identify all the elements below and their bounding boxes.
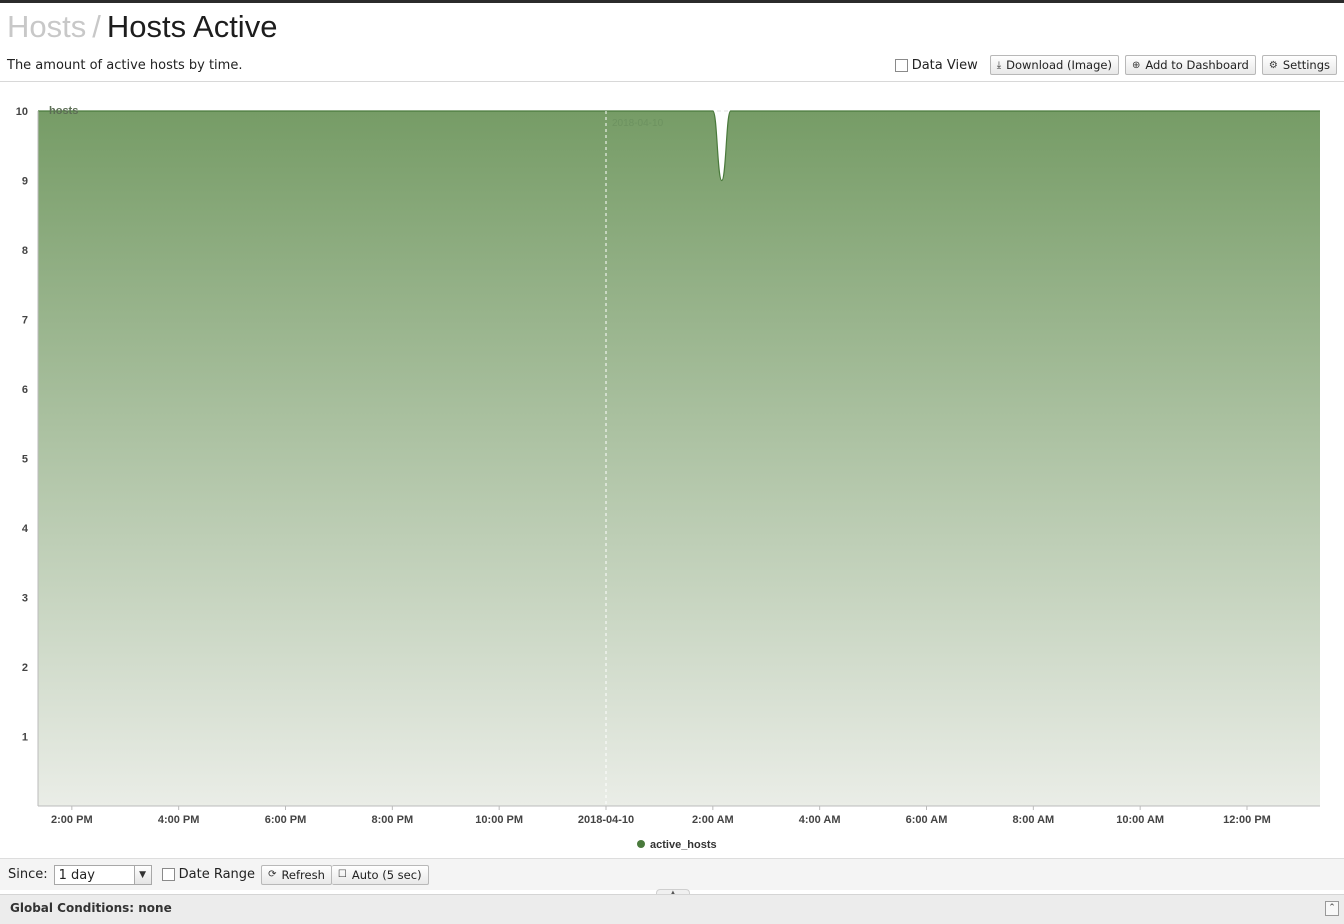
refresh-button[interactable]: ⟳ Refresh — [261, 864, 332, 885]
chevron-up-icon[interactable]: ⌃ — [1325, 901, 1339, 916]
x-tick-label: 8:00 AM — [1012, 814, 1054, 826]
since-select[interactable]: 1 day ▼ — [53, 864, 152, 885]
add-to-dashboard-label: Add to Dashboard — [1145, 58, 1249, 72]
x-axis-ticks: 2:00 PM 4:00 PM 6:00 PM 8:00 PM 10:00 PM 2018… — [51, 806, 1271, 826]
data-view-checkbox[interactable] — [894, 58, 908, 72]
y-tick-label: 8 — [22, 245, 28, 257]
x-tick-label: 10:00 PM — [475, 814, 523, 826]
auto-refresh-label: Auto (5 sec) — [351, 867, 422, 882]
y-tick-label: 2 — [22, 662, 28, 674]
x-tick-label: 8:00 PM — [372, 814, 414, 826]
panel-resize-handle[interactable]: ▲ — [656, 889, 690, 897]
download-image-button[interactable]: ⤓ Download (Image) — [989, 55, 1119, 75]
x-tick-label: 10:00 AM — [1116, 814, 1164, 826]
y-tick-label: 3 — [22, 593, 28, 605]
y-axis-ticks: 1 2 3 4 5 6 7 8 9 10 — [16, 106, 29, 744]
x-tick-label: 4:00 PM — [158, 814, 200, 826]
refresh-button-group: ⟳ Refresh ☐ Auto (5 sec) — [261, 864, 429, 885]
x-tick-label: 2:00 PM — [51, 814, 93, 826]
hosts-active-chart: 2018-04-10 1 2 3 4 5 6 7 8 9 10 2:00 PM 4:00 PM 6:0… — [0, 88, 1344, 858]
y-tick-label: 7 — [22, 315, 28, 327]
auto-refresh-button[interactable]: ☐ Auto (5 sec) — [331, 864, 429, 885]
legend-swatch-active-hosts — [637, 840, 645, 848]
x-tick-label: 2018-04-10 — [578, 814, 634, 826]
add-to-dashboard-button[interactable]: ⊕ Add to Dashboard — [1124, 55, 1256, 75]
refresh-icon: ⟳ — [268, 869, 277, 880]
download-image-label: Download (Image) — [1006, 58, 1112, 72]
chart-svg: 2018-04-10 1 2 3 4 5 6 7 8 9 10 2:00 PM 4:00 PM 6:0… — [16, 105, 1320, 851]
y-tick-label: 10 — [16, 106, 28, 118]
checkbox-icon: ☐ — [337, 869, 347, 880]
since-select-value: 1 day — [58, 867, 95, 883]
x-tick-label: 6:00 AM — [906, 814, 948, 826]
data-view-toggle[interactable]: Data View — [894, 57, 978, 73]
page-title: Hosts Active — [106, 9, 278, 44]
date-range-label: Date Range — [178, 867, 256, 882]
download-icon: ⤓ — [996, 59, 1002, 71]
global-conditions-text: Global Conditions: none — [10, 901, 172, 915]
chevron-down-icon[interactable]: ▼ — [133, 865, 151, 884]
page-description: The amount of active hosts by time. — [7, 58, 243, 73]
breadcrumb-parent[interactable]: Hosts — [7, 9, 87, 44]
y-tick-label: 1 — [22, 732, 28, 744]
date-range-checkbox[interactable] — [161, 868, 175, 881]
breadcrumb-separator: / — [92, 9, 101, 44]
refresh-label: Refresh — [281, 867, 325, 882]
breadcrumb: Hosts / Hosts Active — [7, 8, 277, 46]
y-axis-label: hosts — [49, 105, 78, 117]
time-controls-bar: Since: 1 day ▼ Date Range ⟳ Refresh ☐ Au… — [0, 858, 1344, 890]
gear-icon: ⚙ — [1268, 59, 1278, 71]
chart-legend[interactable]: active_hosts — [637, 839, 717, 851]
x-tick-label: 4:00 AM — [799, 814, 841, 826]
x-tick-label: 12:00 PM — [1223, 814, 1271, 826]
data-view-label: Data View — [911, 57, 978, 73]
series-area-active-hosts — [38, 111, 1320, 806]
x-tick-label: 6:00 PM — [265, 814, 307, 826]
header-divider — [0, 81, 1344, 82]
plus-circle-icon: ⊕ — [1131, 59, 1141, 71]
since-label: Since: — [8, 867, 48, 882]
series-line-active-hosts — [38, 110, 1320, 182]
date-marker-label: 2018-04-10 — [612, 118, 664, 129]
global-conditions-bar[interactable]: Global Conditions: none ⌃ — [0, 894, 1344, 924]
legend-label-active-hosts: active_hosts — [650, 839, 717, 851]
y-tick-label: 6 — [22, 384, 28, 396]
y-tick-label: 9 — [22, 176, 28, 188]
settings-label: Settings — [1282, 58, 1330, 72]
x-tick-label: 2:00 AM — [692, 814, 734, 826]
y-tick-label: 4 — [22, 523, 29, 535]
date-range-toggle[interactable]: Date Range — [161, 867, 256, 882]
top-border — [0, 0, 1344, 3]
y-tick-label: 5 — [22, 454, 28, 466]
chart-toolbar: Data View ⤓ Download (Image) ⊕ Add to Da… — [894, 55, 1337, 75]
settings-button[interactable]: ⚙ Settings — [1261, 55, 1337, 75]
